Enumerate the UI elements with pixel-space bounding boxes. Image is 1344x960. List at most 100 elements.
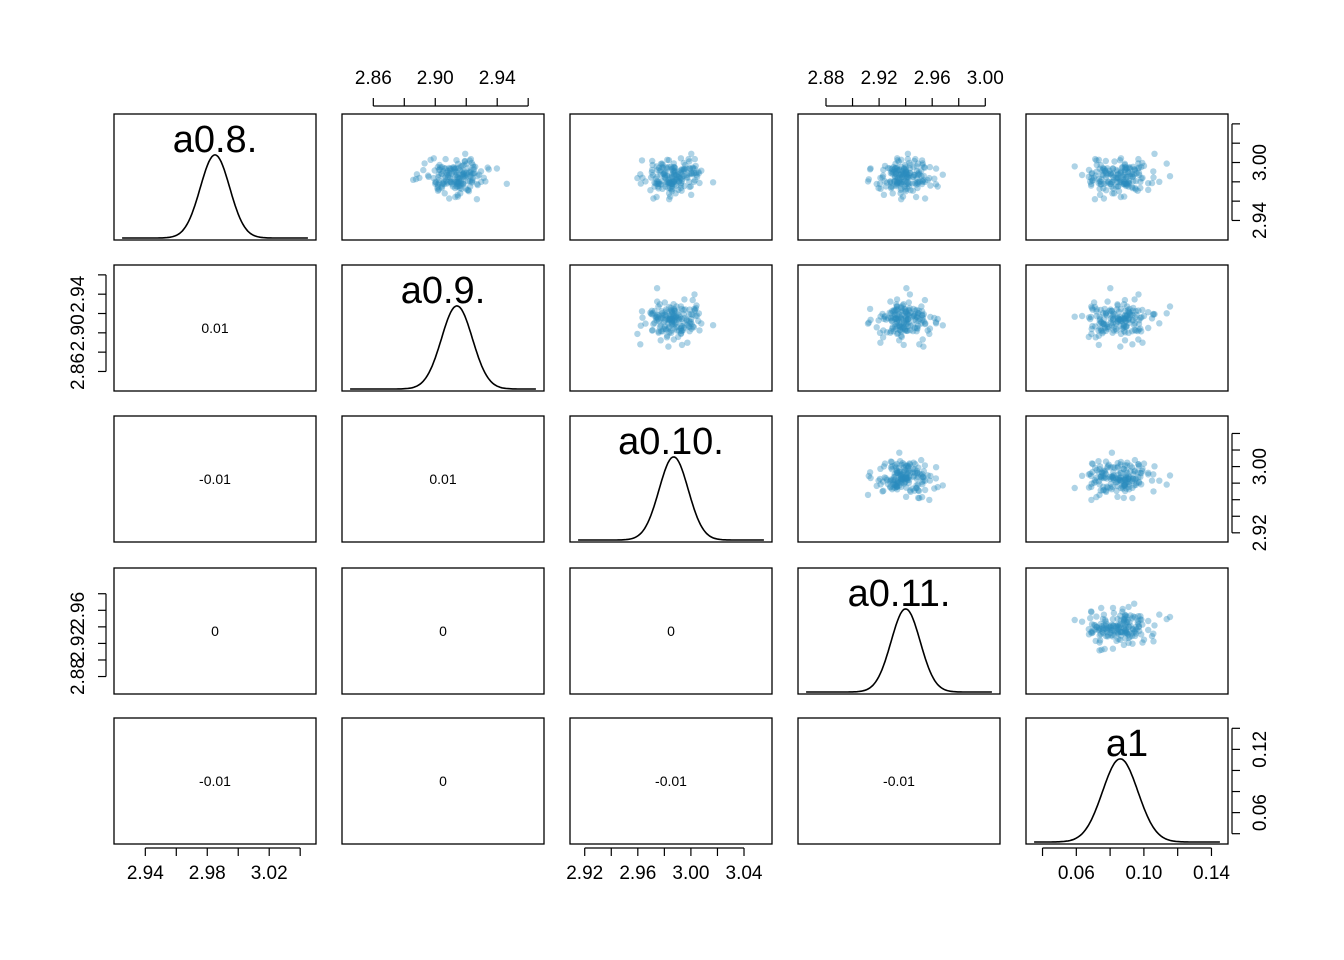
scatter-point: [652, 314, 659, 322]
scatter-point: [669, 312, 677, 320]
scatter-point: [659, 164, 666, 172]
panel-0-4: [1025, 113, 1229, 241]
scatter-point: [1099, 330, 1106, 337]
scatter-point: [1123, 303, 1131, 310]
scatter-point: [913, 467, 921, 474]
scatter-point: [1148, 179, 1156, 187]
scatter-point: [920, 477, 927, 484]
scatter-point: [1133, 626, 1140, 633]
scatter-point: [1134, 327, 1141, 335]
scatter-point: [911, 487, 918, 494]
scatter-point: [1151, 311, 1158, 318]
scatter-point: [649, 161, 656, 169]
scatter-point: [915, 309, 922, 317]
scatter-point: [1100, 195, 1108, 202]
scatter-point: [1112, 183, 1120, 190]
scatter-point: [1120, 178, 1128, 186]
scatter-point: [675, 177, 683, 185]
scatter-point: [671, 164, 679, 172]
scatter-point: [897, 180, 905, 188]
scatter-point: [898, 311, 905, 319]
scatter-point: [1119, 325, 1126, 332]
scatter-point: [1098, 176, 1105, 183]
scatter-point: [907, 161, 914, 169]
scatter-point: [921, 462, 929, 469]
scatter-point: [662, 183, 669, 190]
scatter-point: [1114, 625, 1121, 632]
scatter-point: [910, 473, 917, 481]
correlation-value: -0.01: [883, 773, 915, 789]
scatter-point: [655, 185, 662, 192]
scatter-point: [458, 185, 465, 192]
scatter-point: [919, 470, 926, 478]
panel-3-4: [1025, 567, 1229, 695]
scatter-point: [1139, 465, 1146, 472]
scatter-point: [656, 301, 663, 308]
scatter-point: [901, 165, 908, 173]
scatter-point: [668, 316, 676, 323]
scatter-point: [1117, 628, 1125, 636]
scatter-point: [1089, 306, 1096, 313]
scatter-point: [450, 164, 457, 172]
scatter-point: [890, 163, 897, 171]
scatter-point: [889, 486, 896, 493]
variable-label-a0.8.: a0.8.: [173, 119, 258, 161]
scatter-point: [912, 484, 920, 492]
scatter-point: [1134, 187, 1141, 194]
tick-label: 2.92: [68, 625, 89, 662]
scatter-point: [1090, 174, 1098, 181]
scatter-point: [678, 177, 686, 184]
scatter-point: [904, 323, 911, 330]
scatter-point: [693, 312, 701, 319]
scatter-point: [1127, 622, 1134, 629]
scatter-point: [906, 306, 913, 314]
scatter-point: [897, 175, 904, 182]
scatter-point: [904, 469, 912, 476]
panel-4-3: -0.01: [797, 717, 1001, 845]
scatter-point: [1121, 625, 1128, 632]
scatter-point: [1107, 475, 1114, 482]
scatter-point: [693, 302, 700, 309]
scatter-point: [893, 314, 900, 322]
scatter-point: [1132, 476, 1139, 483]
scatter-point: [913, 168, 921, 175]
scatter-point: [899, 321, 906, 329]
scatter-point: [1131, 456, 1139, 464]
scatter-point: [1117, 168, 1125, 175]
scatter-point: [1136, 317, 1143, 324]
scatter-point: [1125, 315, 1133, 322]
scatter-point: [438, 183, 445, 190]
scatter-point: [666, 312, 673, 319]
scatter-point: [904, 311, 912, 318]
scatter-point: [1098, 646, 1105, 653]
scatter-point: [1107, 623, 1114, 630]
scatter-point: [911, 469, 919, 476]
scatter-point: [1078, 472, 1086, 479]
scatter-point: [893, 483, 901, 490]
scatter-point: [899, 167, 906, 175]
scatter-point: [446, 178, 454, 185]
scatter-point: [667, 304, 675, 312]
scatter-point: [918, 320, 925, 327]
scatter-point: [1127, 311, 1134, 318]
panel-frame: [569, 113, 773, 241]
scatter-point: [896, 322, 903, 330]
scatter-point: [897, 190, 904, 197]
correlation-value: 0: [439, 773, 447, 789]
scatter-point: [668, 180, 675, 188]
scatter-point: [412, 175, 420, 183]
scatter-point: [904, 174, 912, 181]
scatter-point: [1125, 634, 1133, 641]
scatter-point: [1122, 476, 1129, 484]
scatter-point: [909, 469, 917, 476]
scatter-point: [889, 325, 896, 332]
scatter-point: [1087, 313, 1095, 321]
scatter-point: [1125, 177, 1133, 185]
scatter-point: [655, 328, 662, 335]
scatter-point: [916, 178, 923, 185]
scatter-point: [890, 169, 897, 176]
scatter-point: [1098, 604, 1105, 612]
scatter-point: [1096, 639, 1103, 646]
scatter-point: [675, 186, 682, 194]
scatter-point: [1111, 631, 1118, 639]
